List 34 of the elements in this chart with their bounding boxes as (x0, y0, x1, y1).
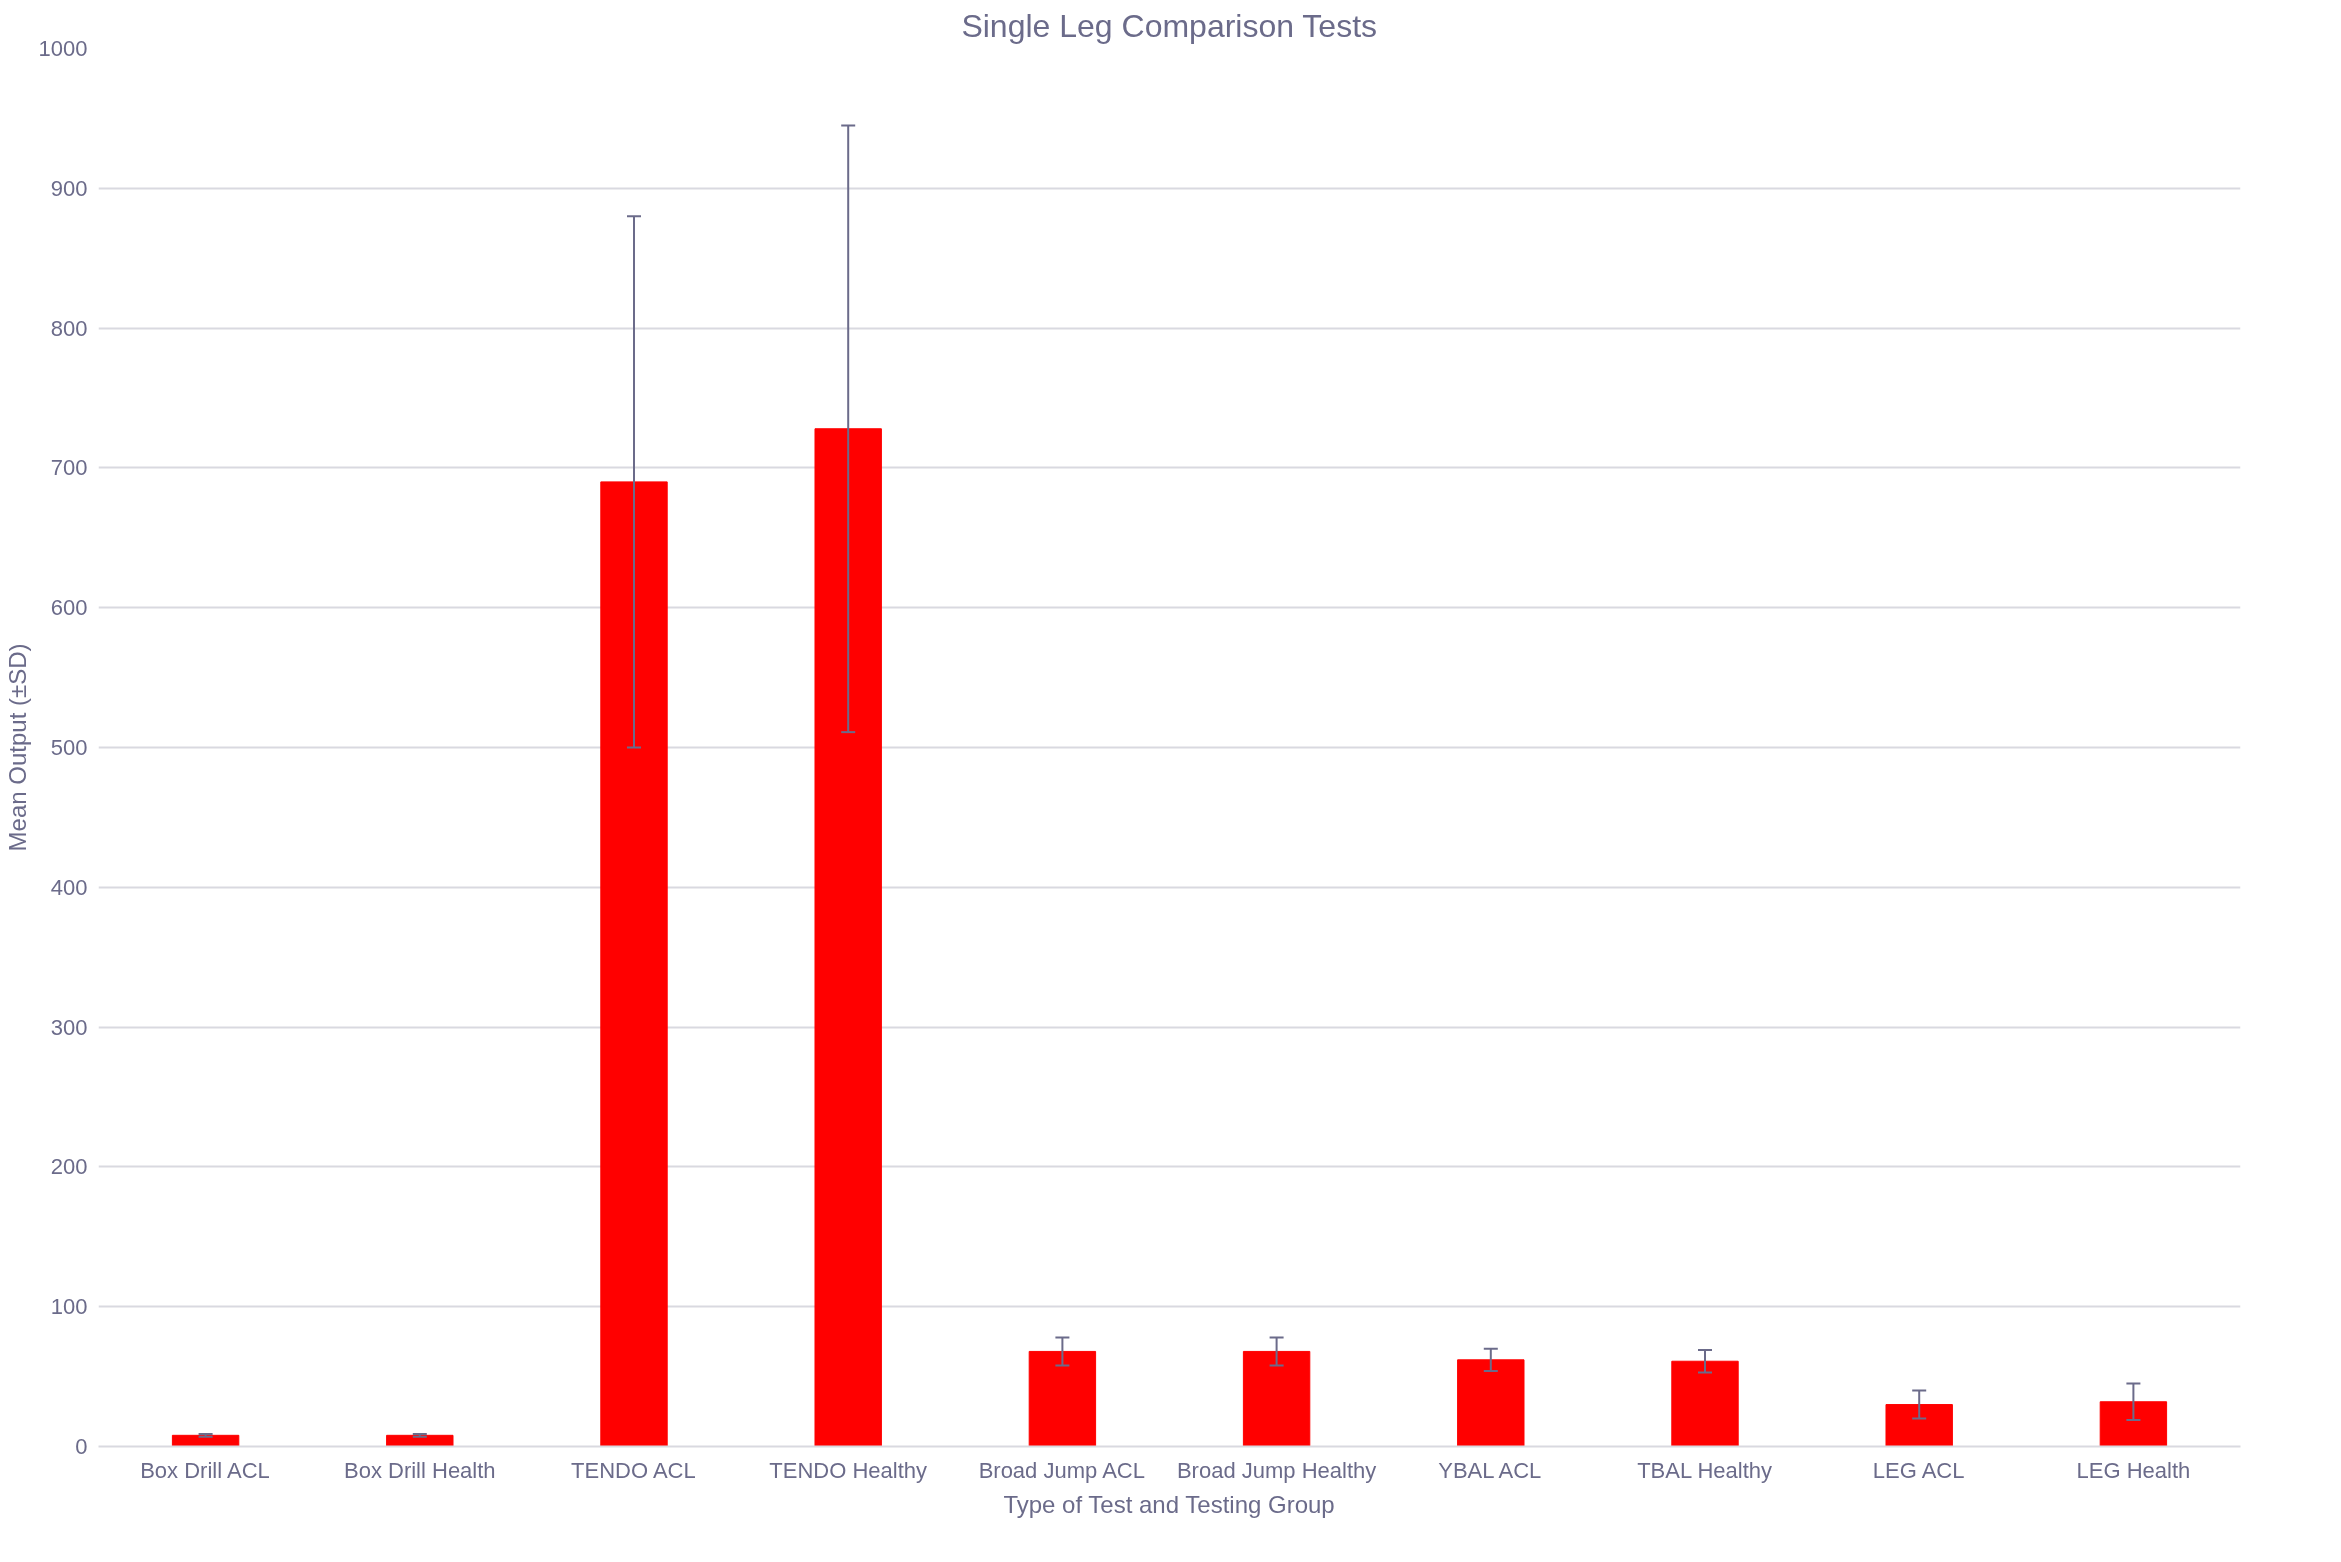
y-tick-label: 800 (50, 315, 88, 341)
y-tick-label: 0 (75, 1434, 88, 1459)
x-tick-label: Broad Jump ACL (978, 1457, 1145, 1483)
bar (1885, 1404, 1953, 1447)
bar (2099, 1401, 2168, 1447)
chart-title: Single Leg Comparison Tests (961, 7, 1378, 44)
x-tick-label: TENDO ACL (571, 1457, 696, 1483)
y-tick-label: 500 (50, 735, 88, 760)
y-tick-label: 900 (50, 175, 88, 201)
y-tick-label: 700 (50, 455, 88, 481)
y-tick-label: 1000 (38, 36, 88, 61)
x-tick-label: TBAL Healthy (1637, 1457, 1773, 1483)
bar (600, 481, 668, 1447)
x-tick-label: Box Drill ACL (140, 1457, 270, 1483)
x-tick-label: Box Drill Health (344, 1457, 496, 1483)
bar (386, 1434, 454, 1447)
y-tick-label: 200 (50, 1154, 88, 1180)
bar (1457, 1359, 1525, 1447)
y-tick-label: 400 (50, 874, 88, 900)
bar (171, 1434, 240, 1447)
bar (814, 428, 882, 1447)
x-tick-label: YBAL ACL (1438, 1457, 1542, 1483)
bar (1242, 1350, 1311, 1447)
x-tick-label: LEG Health (2076, 1457, 2191, 1483)
x-tick-label: LEG ACL (1872, 1457, 1965, 1483)
y-tick-label: 100 (50, 1294, 88, 1320)
bar (1671, 1360, 1739, 1447)
y-tick-label: 300 (50, 1014, 88, 1040)
x-axis-title: Type of Test and Testing Group (1003, 1490, 1335, 1518)
bar (1028, 1350, 1097, 1447)
y-axis-title: Mean Output (±SD) (3, 643, 31, 852)
y-tick-label: 600 (50, 595, 88, 621)
x-tick-label: TENDO Healthy (769, 1457, 928, 1483)
x-tick-label: Broad Jump Healthy (1176, 1457, 1377, 1483)
